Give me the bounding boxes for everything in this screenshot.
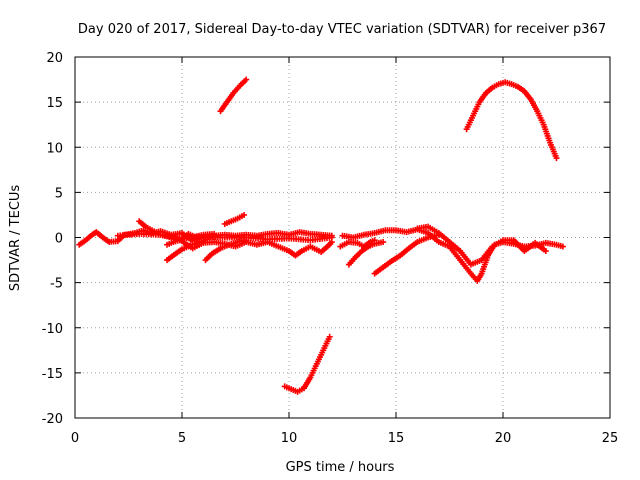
x-tick-label: 5 <box>178 431 186 446</box>
x-tick-label: 0 <box>71 431 79 446</box>
y-tick-label: 10 <box>46 141 63 156</box>
x-tick-label: 10 <box>281 431 298 446</box>
y-tick-label: -15 <box>42 367 63 382</box>
x-tick-label: 20 <box>495 431 512 446</box>
series-arc-7 <box>164 236 211 264</box>
data-point <box>241 211 248 218</box>
data-point <box>435 231 442 238</box>
series-arc-9 <box>221 211 248 227</box>
x-tick-label: 25 <box>602 431 619 446</box>
series-arc-10 <box>243 239 335 259</box>
series-arc-8 <box>202 237 250 264</box>
series-arc-2 <box>339 226 566 284</box>
series-arc-15 <box>463 79 560 162</box>
x-axis-label: GPS time / hours <box>286 460 395 475</box>
data-point <box>553 155 560 162</box>
data-point <box>328 239 335 246</box>
data-point <box>243 76 250 83</box>
series-arc-5 <box>164 230 218 248</box>
y-tick-label: 15 <box>46 96 63 111</box>
data-point <box>542 248 549 255</box>
y-tick-label: 20 <box>46 51 63 66</box>
x-tick-label: 15 <box>388 431 405 446</box>
y-tick-label: 5 <box>55 186 63 201</box>
y-tick-label: -20 <box>42 412 63 427</box>
chart-title: Day 020 of 2017, Sidereal Day-to-day VTE… <box>78 22 606 37</box>
data-point <box>559 243 566 250</box>
series-arc-11 <box>337 237 378 250</box>
y-tick-label: 0 <box>55 232 63 247</box>
data-point <box>380 239 387 246</box>
series-arc-12 <box>345 239 387 268</box>
series-arc-13 <box>371 231 442 277</box>
plot-frame <box>74 56 611 419</box>
y-tick-label: -10 <box>42 322 63 337</box>
series-arc-14 <box>217 76 250 115</box>
y-tick-label: -5 <box>50 277 63 292</box>
data-marks <box>76 76 566 395</box>
tick-labels: 0 5 10 15 20 25 -20 -15 -10 -5 0 5 10 15 20 <box>42 51 619 446</box>
data-point <box>326 333 333 340</box>
y-axis-label: SDTVAR / TECUs <box>8 185 23 292</box>
series-arc-16 <box>281 333 333 395</box>
data-point <box>204 236 211 243</box>
data-point <box>211 230 218 237</box>
series-arc-3 <box>414 223 549 268</box>
